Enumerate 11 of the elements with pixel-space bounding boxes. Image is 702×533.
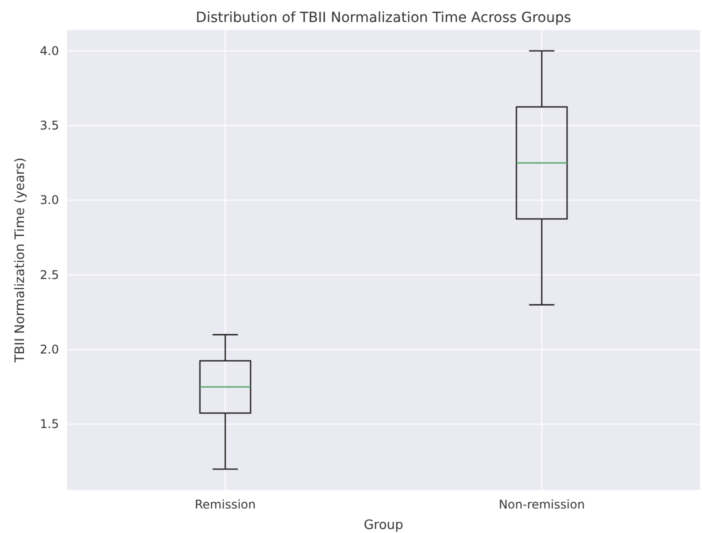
x-tick-label: Non-remission (498, 498, 585, 512)
x-tick-label: Remission (194, 498, 256, 512)
y-tick-label: 3.0 (40, 193, 59, 208)
chart-title: Distribution of TBII Normalization Time Across Groups (196, 10, 572, 26)
x-axis-title: Group (364, 518, 404, 533)
y-axis-title: TBII Normalization Time (years) (13, 158, 28, 364)
y-tick-label: 4.0 (40, 44, 59, 58)
y-tick-label: 1.5 (40, 417, 59, 432)
y-tick-label: 2.0 (40, 342, 59, 356)
y-tick-label: 3.5 (40, 118, 59, 132)
y-tick-label: 2.5 (40, 268, 59, 282)
